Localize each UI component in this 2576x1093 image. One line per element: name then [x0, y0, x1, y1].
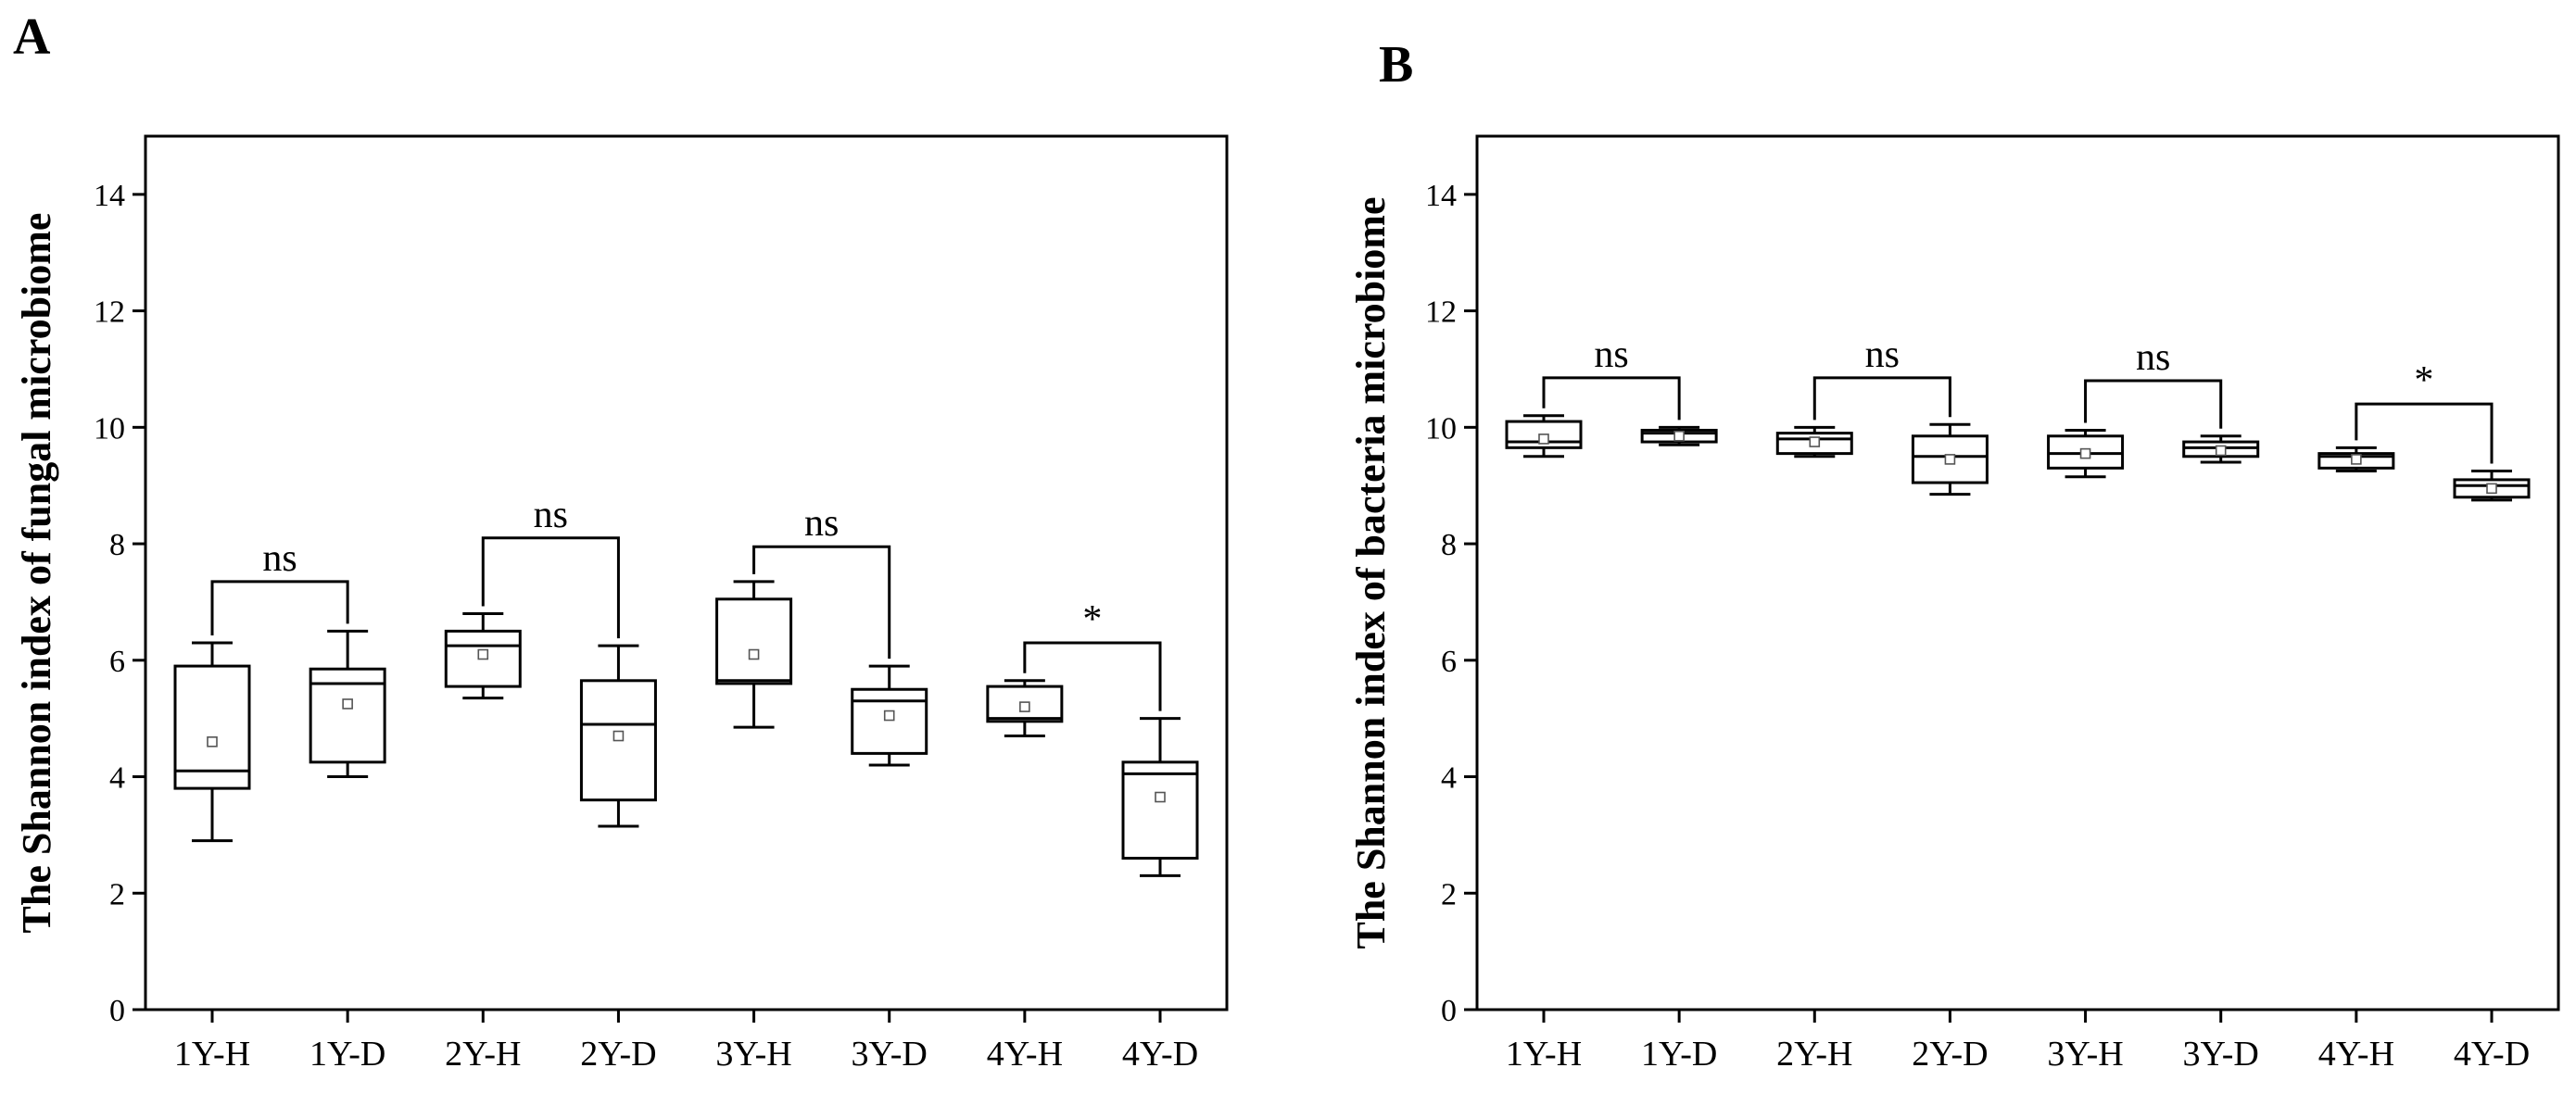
box-3Y-H: [715, 580, 793, 729]
y-tick-label: 0: [109, 994, 125, 1028]
x-tick-label: 3Y-D: [2183, 1035, 2259, 1074]
significance-label: ns: [1594, 333, 1628, 376]
significance-bracket: [1542, 376, 1681, 421]
y-tick-label: 4: [109, 761, 125, 796]
box-1Y-H: [1505, 414, 1583, 459]
x-tick-label: 4Y-D: [1122, 1035, 1198, 1074]
box-2Y-D: [579, 644, 657, 828]
box-2Y-D: [1911, 422, 1989, 496]
box-1Y-D: [309, 629, 386, 779]
x-tick-label: 3Y-D: [852, 1035, 928, 1074]
mean-marker: [2215, 445, 2227, 457]
y-tick-label: 6: [1441, 645, 1457, 679]
y-axis-label: The Shannon index of bacteria microbiome: [1348, 196, 1394, 949]
y-axis-label: The Shannon index of fungal microbiome: [14, 213, 59, 934]
x-tick-label: 2Y-D: [1912, 1035, 1988, 1074]
y-tick-label: 6: [109, 645, 125, 679]
mean-marker: [1673, 430, 1685, 442]
y-tick-label: 10: [1425, 411, 1457, 446]
y-tick-label: 10: [94, 411, 125, 446]
significance-label: ns: [1865, 333, 1900, 376]
plot-frame: [144, 134, 1229, 1011]
y-tick-label: 12: [1425, 295, 1457, 330]
y-tick-label: 12: [94, 295, 125, 330]
box-3Y-H: [2047, 428, 2125, 479]
y-tick-label: 0: [1441, 994, 1457, 1028]
mean-marker: [1809, 436, 1821, 447]
y-tick-label: 8: [109, 528, 125, 562]
mean-marker: [207, 736, 218, 748]
mean-marker: [342, 698, 353, 710]
mean-marker: [1019, 701, 1030, 712]
x-tick-label: 1Y-H: [1506, 1035, 1582, 1074]
mean-marker: [1944, 454, 1956, 465]
significance-bracket: [481, 536, 620, 639]
iqr-box: [444, 629, 522, 688]
y-tick-label: 8: [1441, 528, 1457, 562]
box-3Y-D: [851, 664, 928, 767]
significance-bracket: [1023, 641, 1162, 711]
x-tick-label: 4Y-D: [2454, 1035, 2530, 1074]
mean-marker: [2079, 447, 2091, 459]
plot-frame: [1475, 134, 2560, 1011]
y-tick-label: 14: [1425, 179, 1457, 213]
significance-bracket: [2084, 379, 2223, 429]
box-1Y-D: [1640, 425, 1718, 446]
iqr-box: [1121, 760, 1199, 861]
box-4Y-D: [1121, 717, 1199, 877]
significance-label: ns: [804, 502, 839, 545]
x-tick-label: 1Y-H: [174, 1035, 250, 1074]
significance-label: *: [2414, 359, 2433, 402]
significance-bracket: [1812, 376, 1951, 421]
significance-bracket: [210, 580, 349, 635]
mean-marker: [1155, 791, 1166, 803]
x-tick-label: 4Y-H: [2318, 1035, 2394, 1074]
y-tick-label: 14: [94, 179, 125, 213]
panel-a: A 0 2 4 6 8 10 12 14 The Shannon index of fungal …: [13, 8, 1229, 1074]
panel-label: B: [1379, 36, 1413, 94]
x-tick-label: 2Y-D: [580, 1035, 656, 1074]
significance-label: ns: [2136, 336, 2170, 379]
box-4Y-D: [2453, 469, 2531, 502]
box-4Y-H: [986, 679, 1064, 738]
significance-bracket: [2355, 402, 2494, 464]
box-2Y-H: [1775, 425, 1853, 459]
box-1Y-H: [173, 641, 251, 843]
box-3Y-D: [2182, 434, 2260, 464]
x-tick-label: 4Y-H: [987, 1035, 1063, 1074]
iqr-box: [173, 664, 251, 790]
iqr-box: [851, 687, 928, 755]
panel-label: A: [13, 8, 51, 66]
mean-marker: [612, 730, 625, 742]
mean-marker: [2351, 454, 2362, 465]
significance-label: ns: [262, 537, 297, 580]
mean-marker: [748, 648, 760, 660]
significance-label: ns: [534, 494, 568, 536]
significance-label: *: [1082, 598, 1102, 641]
x-tick-label: 2Y-H: [1776, 1035, 1852, 1074]
x-tick-label: 3Y-H: [2047, 1035, 2123, 1074]
x-tick-label: 1Y-D: [1641, 1035, 1717, 1074]
panel-b: B 0 2 4 6 8 10 12 14 The Shannon index of bacteri…: [1348, 36, 2560, 1074]
x-tick-label: 1Y-D: [309, 1035, 385, 1074]
y-tick-label: 2: [109, 877, 125, 911]
x-tick-label: 2Y-H: [445, 1035, 521, 1074]
y-tick-label: 4: [1441, 761, 1457, 796]
box-2Y-H: [444, 612, 522, 700]
mean-marker: [883, 710, 895, 722]
box-4Y-H: [2317, 446, 2395, 472]
iqr-box: [715, 597, 793, 685]
mean-marker: [477, 648, 489, 660]
significance-bracket: [752, 545, 891, 660]
x-tick-label: 3Y-H: [715, 1035, 791, 1074]
mean-marker: [1538, 433, 1549, 445]
y-tick-label: 2: [1441, 877, 1457, 911]
mean-marker: [2486, 483, 2497, 495]
